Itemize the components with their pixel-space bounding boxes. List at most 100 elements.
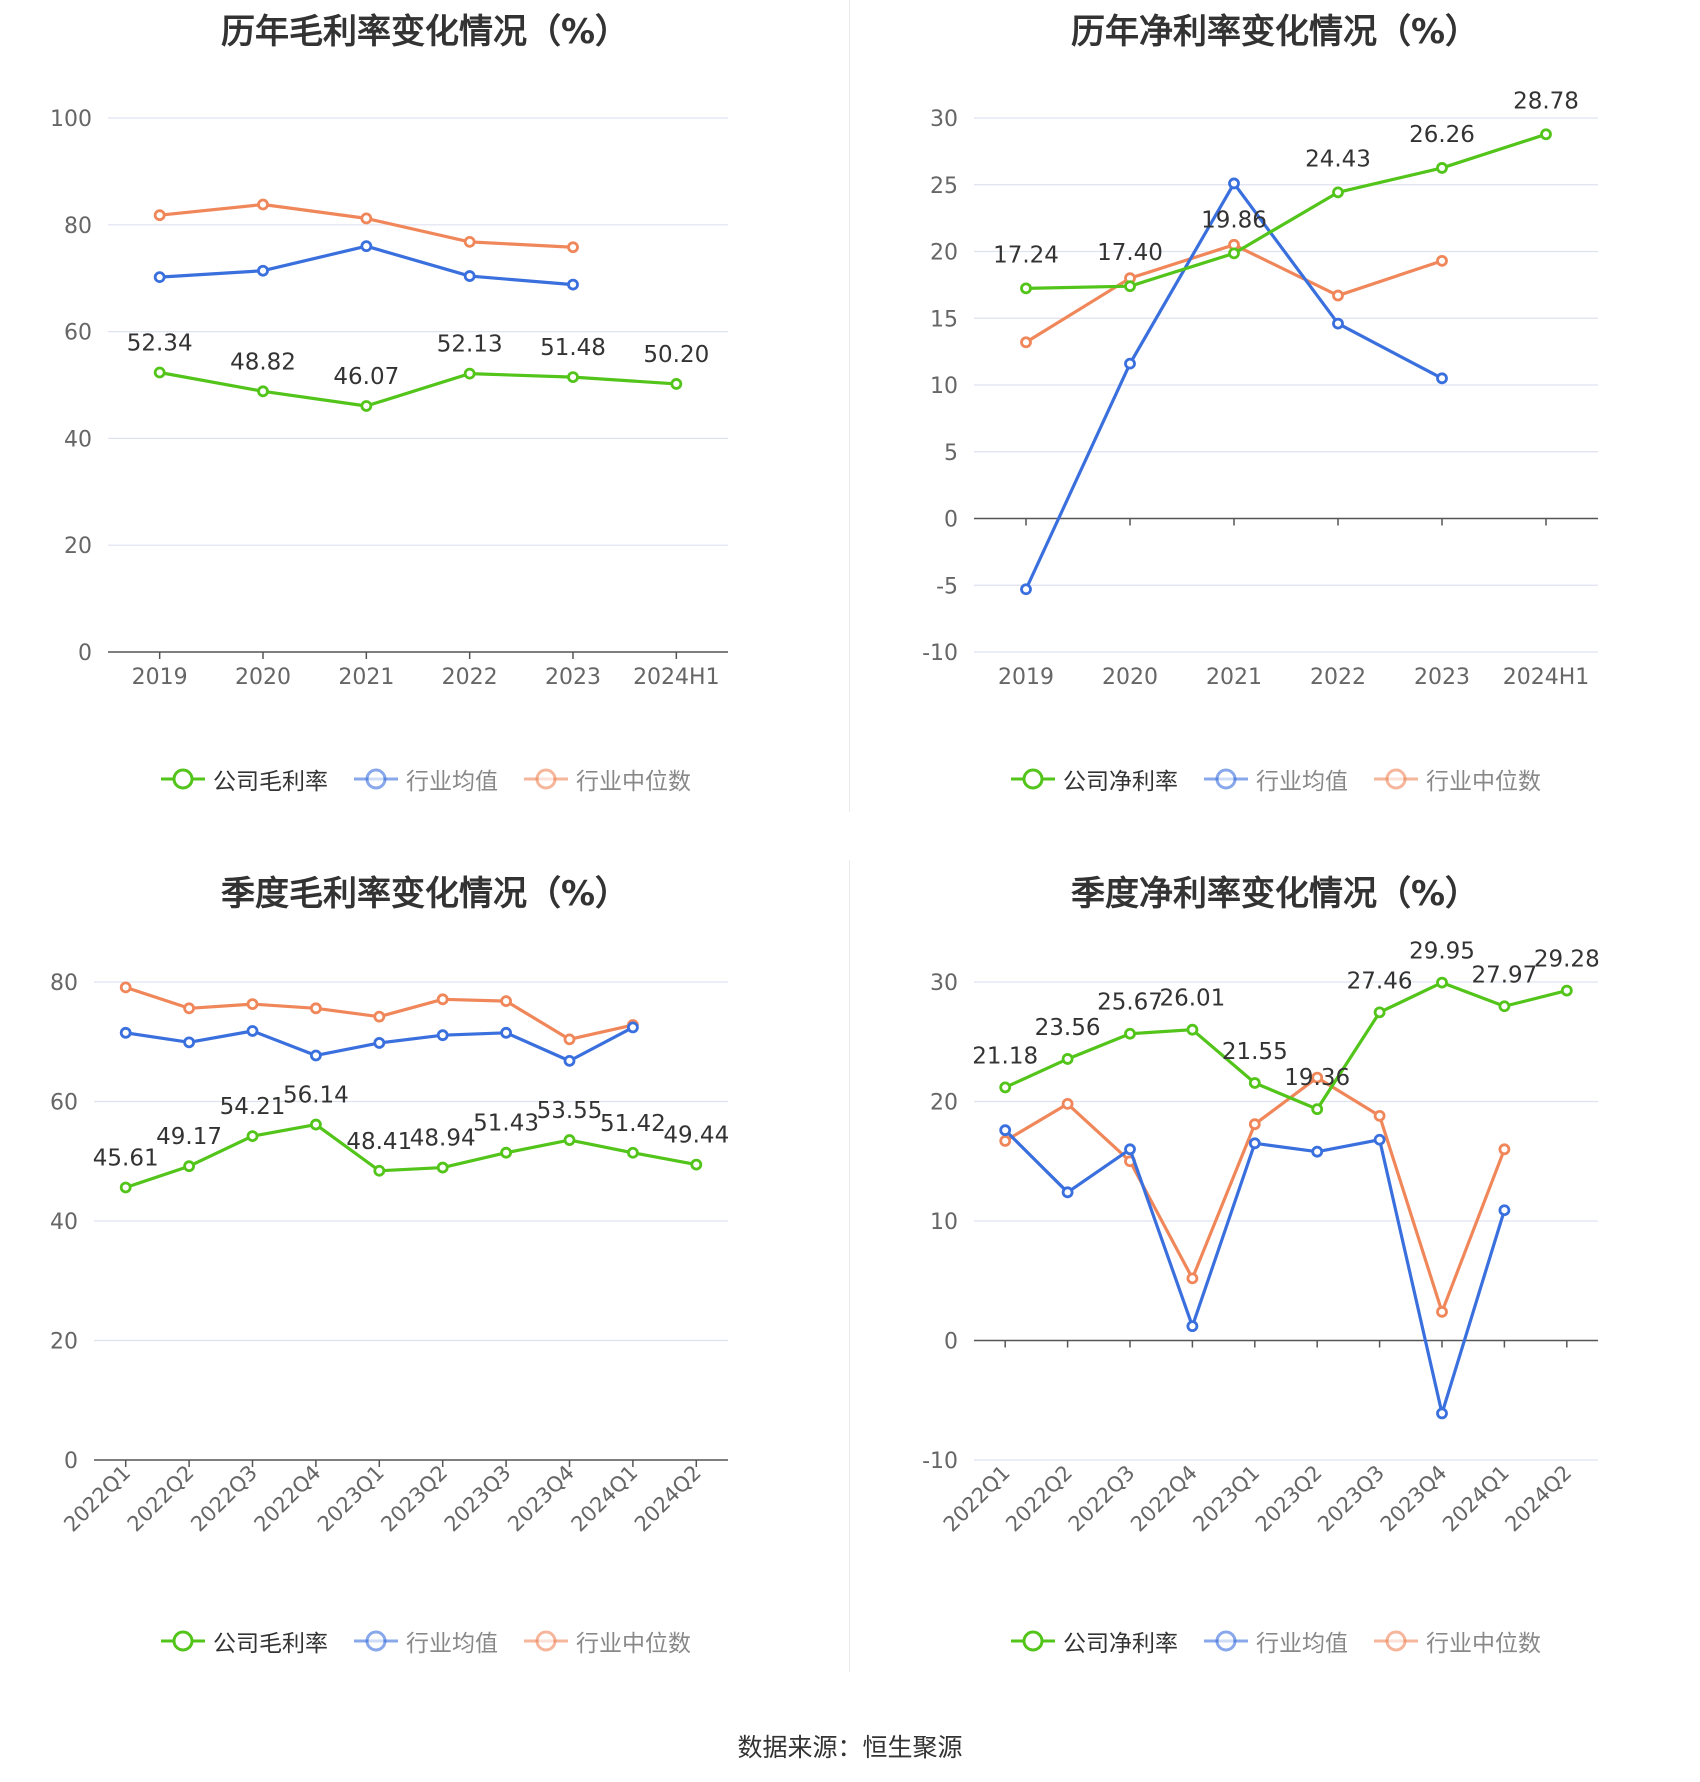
data-point-company [1186,1023,1199,1036]
y-tick-label: 10 [930,1210,958,1235]
legend-item-company[interactable]: 公司毛利率 [159,762,328,796]
y-tick-label: 10 [930,374,958,399]
data-label: 27.46 [1347,968,1413,994]
x-tick-label: 2024H1 [1503,665,1590,690]
data-point-company [463,367,476,380]
x-tick-label: 2023Q3 [1313,1461,1389,1537]
data-point-industry_median [257,198,269,211]
legend-item-industry_avg[interactable]: 行业均值 [352,1624,498,1658]
legend-item-company[interactable]: 公司净利率 [1009,762,1178,796]
x-tick-label: 2022Q3 [1064,1461,1140,1537]
data-point-industry_avg [246,1025,259,1037]
data-label: 49.44 [663,1123,729,1149]
data-point-company [563,1134,576,1146]
data-point-industry_median [1020,336,1032,349]
y-tick-label: 15 [930,307,958,332]
x-tick-label: 2019 [998,665,1054,690]
data-point-company [1228,247,1240,260]
data-point-industry_median [436,993,449,1006]
legend-circle [172,768,194,790]
y-tick-label: 0 [64,1449,78,1474]
y-tick-label: 60 [64,321,92,346]
data-point-industry_median [500,995,513,1008]
data-point-industry_avg [563,1054,576,1067]
legend-circle [535,1630,557,1652]
legend-marker-icon [1374,1630,1418,1652]
y-tick-label: 20 [930,241,958,266]
data-point-industry_avg [1020,583,1032,596]
chart-title: 季度净利率变化情况（%） [1070,874,1480,914]
data-label: 56.14 [283,1083,349,1109]
x-tick-label: 2021 [1206,665,1262,690]
legend-item-company[interactable]: 公司净利率 [1009,1624,1178,1658]
x-tick-label: 2023 [545,665,601,690]
data-point-company [1436,976,1448,989]
data-label: 49.17 [156,1124,222,1150]
data-point-industry_avg [1061,1186,1074,1199]
data-point-company [436,1161,449,1174]
legend-item-industry_median[interactable]: 行业中位数 [522,762,691,796]
legend-circle [535,768,557,790]
y-tick-label: 20 [64,534,92,559]
data-point-industry_avg [1228,177,1240,190]
y-tick-label: 80 [50,971,78,996]
data-point-industry_median [1186,1272,1199,1285]
series-line-company [1025,132,1547,290]
chart-panel-annual-net: 历年净利率变化情况（%） -10 -5 0 5 10 15 20 25 30 2019 2020 20… [850,0,1700,860]
data-point-company [500,1146,513,1159]
data-point-company [1061,1053,1074,1065]
legend-label: 行业均值 [406,1631,498,1657]
data-point-industry_avg [1124,1143,1136,1156]
data-label: 48.41 [346,1129,412,1155]
data-label: 54.21 [220,1094,286,1120]
data-label: 19.36 [1284,1065,1350,1091]
x-tick-label: 2022Q3 [186,1461,262,1537]
legend-marker-icon [354,768,398,790]
x-tick-label: 2023Q1 [1188,1461,1264,1537]
data-point-industry_median [183,1002,196,1015]
data-point-industry_avg [1436,372,1448,385]
data-point-company [246,1130,259,1142]
x-tick-label: 2024Q1 [567,1461,643,1537]
data-label: 29.28 [1534,947,1600,973]
y-tick-label: 0 [944,508,958,533]
legend-marker-icon [524,768,568,790]
x-tick-label: 2020 [235,665,291,690]
data-label: 26.01 [1159,986,1225,1012]
x-tick-label: 2023Q2 [1251,1461,1327,1537]
data-point-industry_avg [500,1026,513,1039]
legend-item-industry_median[interactable]: 行业中位数 [1372,1624,1541,1658]
series-line-company [1004,980,1568,1111]
y-tick-label: 100 [50,107,92,132]
y-tick-label: 40 [50,1210,78,1235]
legend-item-company[interactable]: 公司毛利率 [159,1624,328,1658]
legend-item-industry_median[interactable]: 行业中位数 [522,1624,691,1658]
y-tick-label: 20 [930,1091,958,1116]
data-point-company [183,1160,196,1173]
x-tick-label: 2023Q1 [313,1461,389,1537]
legend-label: 行业均值 [406,769,498,795]
legend-label: 行业中位数 [576,769,691,795]
chart-legend: 公司毛利率 行业均值 行业中位数 [0,1624,850,1658]
data-point-industry_avg [1332,317,1344,330]
data-point-industry_avg [119,1026,132,1039]
x-tick-label: 2024Q2 [1500,1461,1576,1537]
data-point-industry_avg [1311,1145,1324,1158]
data-point-company [999,1081,1012,1094]
data-point-industry_avg [1186,1320,1199,1333]
data-point-industry_avg [1124,357,1136,370]
y-tick-label: -5 [936,574,958,599]
data-label: 51.48 [540,335,606,361]
legend-marker-icon [161,768,205,790]
data-label: 48.82 [230,349,296,375]
chart-panel-quarterly-net: 季度净利率变化情况（%） -10 0 10 20 30 2022Q1 2022Q2 2022Q… [850,862,1700,1722]
legend-item-industry_avg[interactable]: 行业均值 [1202,1624,1348,1658]
legend-item-industry_avg[interactable]: 行业均值 [352,762,498,796]
y-tick-label: 80 [64,214,92,239]
data-label: 52.34 [127,331,193,357]
data-point-industry_median [246,998,259,1011]
legend-item-industry_median[interactable]: 行业中位数 [1372,762,1541,796]
legend-label: 公司毛利率 [213,1631,328,1657]
data-label: 21.55 [1222,1039,1288,1065]
legend-item-industry_avg[interactable]: 行业均值 [1202,762,1348,796]
